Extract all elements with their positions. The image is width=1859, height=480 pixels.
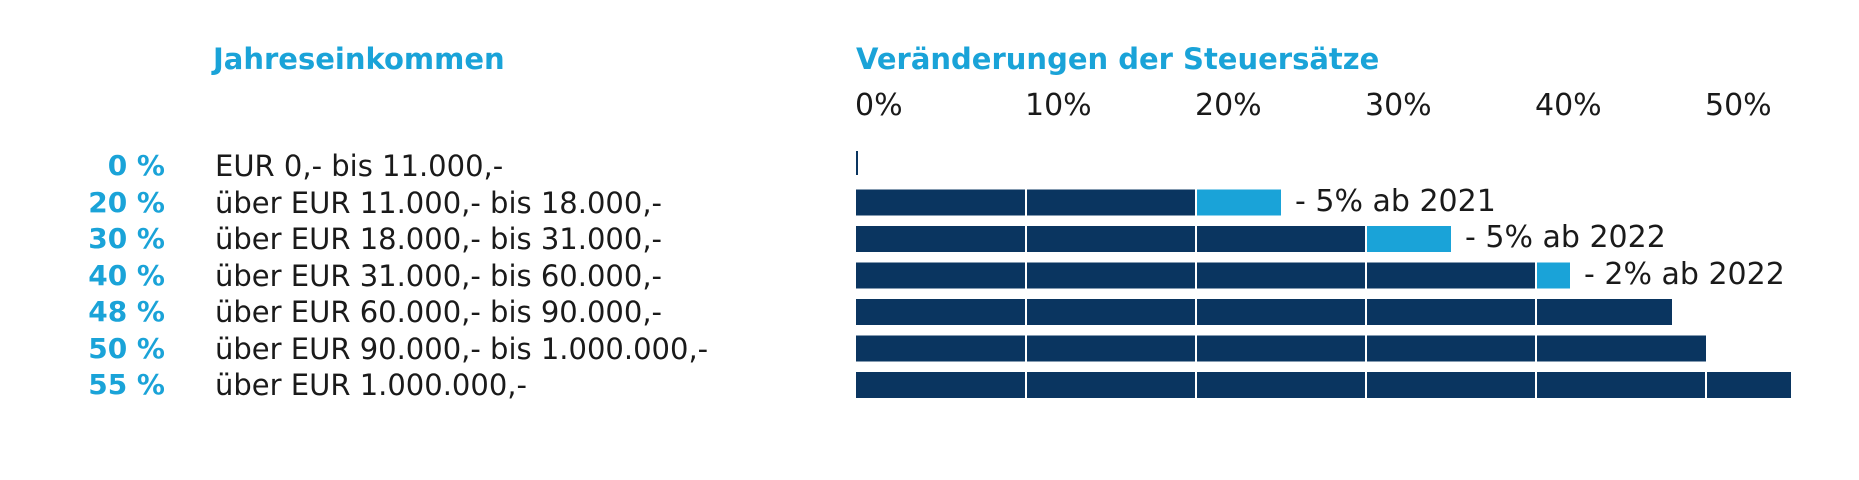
bar-gridline — [1705, 372, 1707, 398]
tax-rate-label: 20 % — [88, 185, 165, 219]
income-range-label: über EUR 60.000,- bis 90.000,- — [215, 295, 663, 329]
bar-gridline — [1025, 226, 1027, 252]
bar-gridline — [1365, 226, 1367, 252]
bar-gridline — [1365, 372, 1367, 398]
rate-change-note: - 2% ab 2022 — [1584, 256, 1785, 292]
bar-zero-marker — [856, 151, 858, 175]
income-range-label: über EUR 18.000,- bis 31.000,- — [215, 222, 663, 256]
bar-gridline — [1025, 372, 1027, 398]
bar-gridline — [1195, 372, 1197, 398]
rate-change-note: - 5% ab 2022 — [1465, 220, 1666, 255]
tax-rate-label: 30 % — [88, 222, 165, 255]
tax-rate-label: 55 % — [88, 368, 165, 401]
bar-gridline — [1535, 262, 1537, 289]
bar-gridline — [1535, 299, 1537, 325]
tax-rate-label: 50 % — [88, 331, 165, 365]
income-range-label: über EUR 31.000,- bis 60.000,- — [215, 258, 663, 293]
tax-rate-label: 48 % — [88, 295, 165, 328]
income-heading: Jahreseinkommen — [213, 42, 505, 76]
income-range-label: über EUR 1.000.000,- — [215, 368, 527, 402]
x-tick-label: 0% — [855, 88, 903, 123]
income-range-label: über EUR 90.000,- bis 1.000.000,- — [215, 331, 709, 366]
x-tick-label: 10% — [1025, 88, 1092, 123]
bar-gridline — [1195, 189, 1197, 216]
rate-bar — [856, 299, 1672, 325]
rate-bar — [856, 226, 1366, 252]
tax-rate-label: 40 % — [88, 258, 165, 292]
bar-gridline — [1025, 335, 1027, 362]
bar-gridline — [1535, 335, 1537, 362]
income-range-label: EUR 0,- bis 11.000,- — [215, 149, 504, 183]
rate-change-bar — [1196, 189, 1281, 216]
bar-gridline — [1025, 189, 1027, 216]
bar-gridline — [1365, 262, 1367, 289]
bar-gridline — [1365, 299, 1367, 325]
x-tick-label: 20% — [1195, 88, 1262, 123]
bar-gridline — [1025, 299, 1027, 325]
bar-gridline — [1535, 372, 1537, 398]
x-tick-label: 30% — [1365, 88, 1432, 123]
chart-title: Veränderungen der Steuersätze — [856, 42, 1380, 76]
rate-change-bar — [1536, 262, 1570, 289]
income-range-label: über EUR 11.000,- bis 18.000,- — [215, 185, 663, 220]
bar-gridline — [1195, 262, 1197, 289]
rate-bar — [856, 335, 1706, 362]
rate-change-bar — [1366, 226, 1451, 252]
bar-gridline — [1195, 299, 1197, 325]
rate-change-note: - 5% ab 2021 — [1295, 183, 1496, 219]
x-tick-label: 40% — [1535, 88, 1602, 123]
bar-gridline — [1025, 262, 1027, 289]
x-tick-label: 50% — [1705, 88, 1772, 123]
rate-bar — [856, 372, 1791, 398]
tax-rate-label: 0 % — [107, 149, 165, 182]
bar-gridline — [1195, 226, 1197, 252]
bar-gridline — [1365, 335, 1367, 362]
bar-gridline — [1195, 335, 1197, 362]
